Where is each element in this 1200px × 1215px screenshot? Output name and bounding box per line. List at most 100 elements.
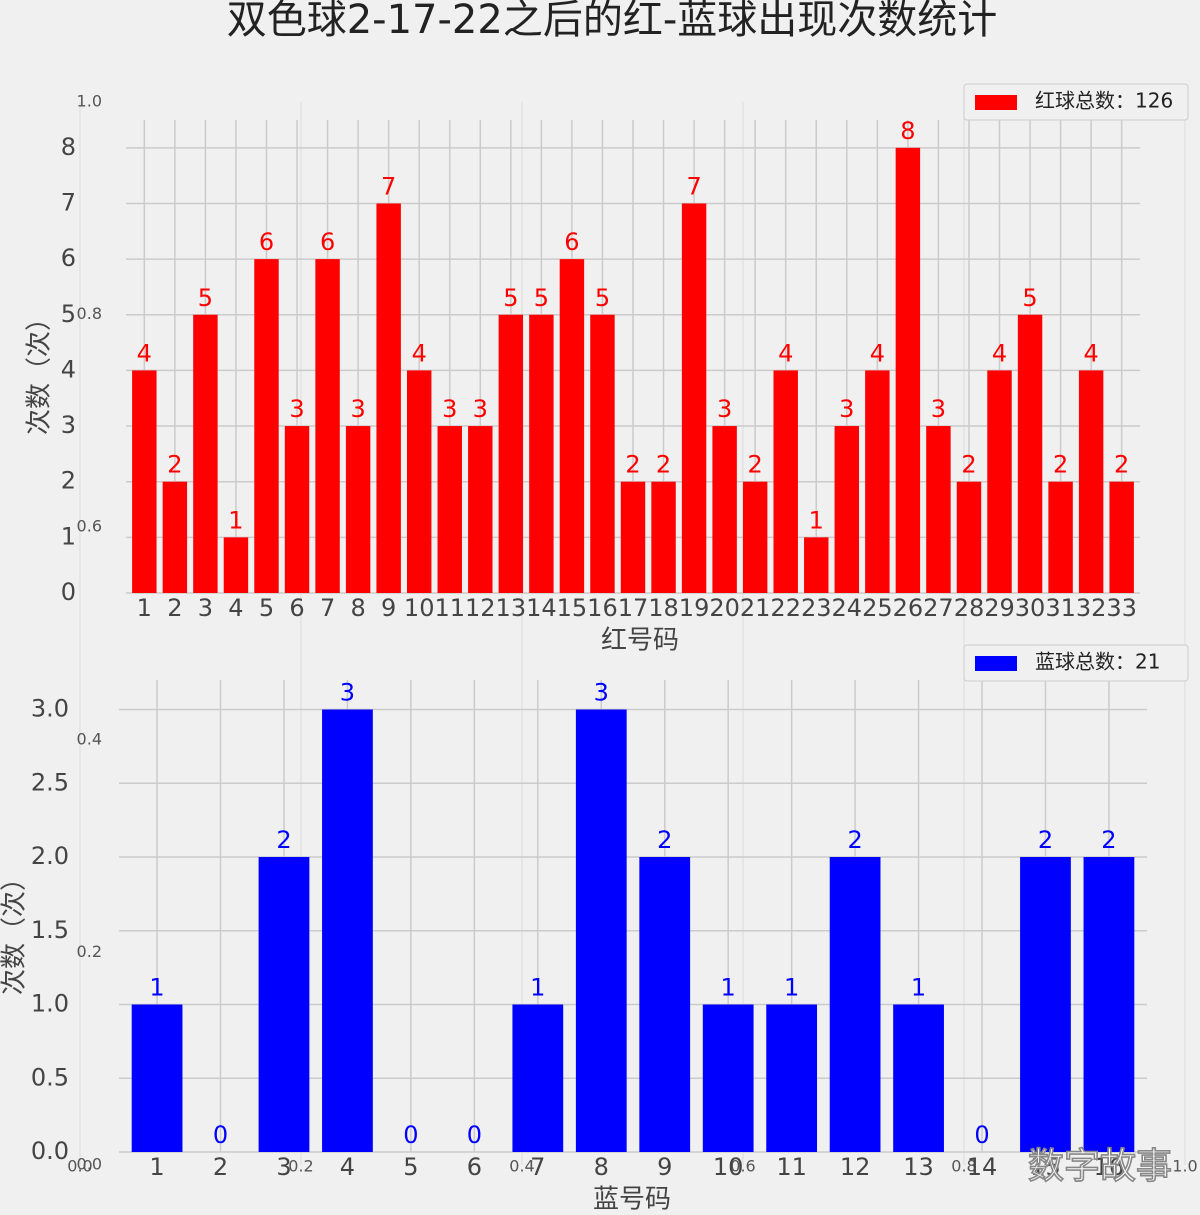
- x-tick-label: 16: [587, 594, 618, 622]
- x-tick-label: 13: [496, 594, 527, 622]
- bar: [987, 370, 1012, 593]
- x-tick-label: 7: [320, 594, 335, 622]
- x-tick-label: 0.6: [730, 1157, 755, 1176]
- data-label: 3: [839, 395, 854, 423]
- legend-label: 红球总数：126: [1035, 89, 1173, 113]
- y-tick-label: 0.0: [77, 1155, 102, 1174]
- data-label: 2: [657, 826, 672, 854]
- data-label: 4: [412, 339, 427, 367]
- x-tick-label: 11: [776, 1153, 807, 1181]
- data-label: 0: [403, 1121, 418, 1149]
- data-label: 1: [530, 974, 545, 1002]
- x-tick-label: 25: [862, 594, 893, 622]
- bar: [639, 857, 691, 1152]
- bar: [702, 1004, 754, 1152]
- bar: [512, 1004, 564, 1152]
- data-label: 2: [961, 451, 976, 479]
- bar: [804, 537, 829, 593]
- legend-box: [963, 83, 1189, 121]
- y-tick-label: 4: [61, 355, 76, 383]
- x-tick-label: 5: [403, 1153, 418, 1181]
- data-label: 1: [784, 974, 799, 1002]
- data-label: 3: [931, 395, 946, 423]
- data-label: 0: [974, 1121, 989, 1149]
- x-tick-label: 2: [213, 1153, 228, 1181]
- data-label: 4: [778, 339, 793, 367]
- data-label: 5: [534, 284, 549, 312]
- bar: [131, 1004, 183, 1152]
- data-label: 8: [900, 117, 915, 145]
- x-tick-label: 8: [350, 594, 365, 622]
- bar: [223, 537, 249, 593]
- data-label: 2: [1038, 826, 1053, 854]
- x-tick-label: 4: [228, 594, 243, 622]
- x-tick-label: 1: [137, 594, 152, 622]
- bar: [893, 1004, 944, 1152]
- x-tick-label: 0.0: [67, 1157, 92, 1176]
- x-tick-label: 22: [770, 594, 801, 622]
- bar: [376, 203, 401, 593]
- y-tick-label: 0.2: [77, 942, 102, 961]
- bar: [712, 426, 737, 593]
- data-label: 2: [656, 451, 671, 479]
- y-tick-label: 1: [61, 522, 76, 550]
- bar: [590, 314, 615, 593]
- x-tick-label: 32: [1076, 594, 1107, 622]
- x-tick-label: 6: [289, 594, 304, 622]
- bar: [529, 314, 554, 593]
- y-tick-label: 0.5: [31, 1063, 69, 1091]
- data-label: 6: [320, 228, 335, 256]
- x-axis-label: 蓝号码: [593, 1185, 671, 1215]
- data-label: 2: [847, 826, 862, 854]
- bar: [132, 370, 157, 593]
- data-label: 5: [1022, 284, 1037, 312]
- y-tick-label: 0.6: [77, 517, 102, 536]
- data-label: 3: [340, 679, 355, 707]
- x-tick-label: 0.8: [951, 1157, 976, 1176]
- x-tick-label: 10: [404, 594, 435, 622]
- x-tick-label: 19: [679, 594, 710, 622]
- bar: [681, 203, 707, 593]
- data-label: 5: [198, 284, 213, 312]
- x-tick-label: 9: [381, 594, 396, 622]
- x-tick-label: 7: [530, 1153, 545, 1181]
- y-tick-label: 1.0: [31, 990, 69, 1018]
- watermark: 数字故事: [1028, 1146, 1172, 1187]
- legend-label: 蓝球总数：21: [1035, 650, 1160, 674]
- x-tick-label: 0.4: [509, 1157, 534, 1176]
- data-label: 2: [625, 451, 640, 479]
- x-tick-label: 27: [923, 594, 954, 622]
- bar: [1017, 314, 1043, 593]
- x-tick-label: 24: [832, 594, 863, 622]
- x-tick-label: 8: [594, 1153, 609, 1181]
- data-label: 3: [289, 395, 304, 423]
- bar: [284, 426, 310, 593]
- data-label: 2: [748, 451, 763, 479]
- legend-swatch: [975, 95, 1017, 110]
- bar: [315, 259, 340, 593]
- y-tick-label: 1.5: [31, 916, 69, 944]
- bar: [468, 426, 493, 593]
- data-label: 1: [911, 974, 926, 1002]
- data-label: 6: [259, 228, 274, 256]
- bar: [1083, 857, 1135, 1152]
- data-label: 1: [228, 506, 243, 534]
- x-tick-label: 20: [709, 594, 740, 622]
- data-label: 4: [992, 339, 1007, 367]
- data-label: 4: [870, 339, 885, 367]
- data-label: 4: [137, 339, 152, 367]
- bar: [193, 314, 218, 593]
- y-tick-label: 3.0: [31, 695, 69, 723]
- y-tick-label: 7: [61, 188, 76, 216]
- data-label: 4: [1083, 339, 1098, 367]
- x-tick-label: 9: [657, 1153, 672, 1181]
- x-tick-label: 2: [167, 594, 182, 622]
- chart-title: 双色球2-17-22之后的红-蓝球出现次数统计: [227, 0, 998, 43]
- x-tick-label: 5: [259, 594, 274, 622]
- x-tick-label: 4: [340, 1153, 355, 1181]
- bar: [834, 426, 860, 593]
- x-tick-label: 13: [903, 1153, 934, 1181]
- y-tick-label: 3: [61, 411, 76, 439]
- y-axis-label: 次数（次）: [0, 865, 30, 995]
